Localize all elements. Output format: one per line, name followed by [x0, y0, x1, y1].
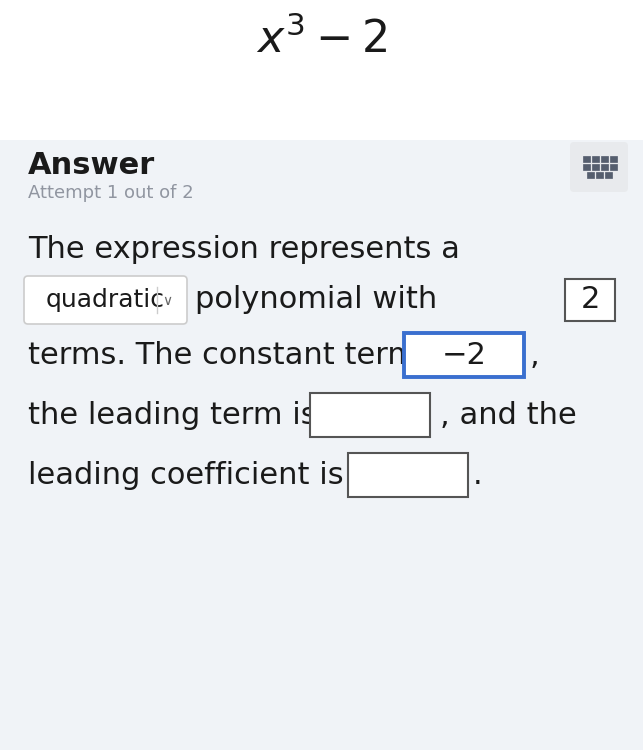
FancyBboxPatch shape — [595, 172, 602, 178]
FancyBboxPatch shape — [583, 164, 590, 170]
FancyBboxPatch shape — [570, 142, 628, 192]
FancyBboxPatch shape — [404, 333, 524, 377]
Text: ,: , — [530, 340, 539, 370]
Text: .: . — [473, 460, 483, 490]
Text: $x^3 - 2$: $x^3 - 2$ — [255, 18, 386, 62]
Text: Attempt 1 out of 2: Attempt 1 out of 2 — [28, 184, 194, 202]
FancyBboxPatch shape — [586, 172, 593, 178]
Text: quadratic: quadratic — [46, 288, 165, 312]
FancyBboxPatch shape — [348, 453, 468, 497]
FancyBboxPatch shape — [565, 279, 615, 321]
FancyBboxPatch shape — [610, 164, 617, 170]
FancyBboxPatch shape — [601, 156, 608, 162]
Text: −2: −2 — [442, 340, 487, 370]
Text: 2: 2 — [581, 286, 600, 314]
Text: Answer: Answer — [28, 151, 155, 179]
FancyBboxPatch shape — [310, 393, 430, 437]
Text: leading coefficient is: leading coefficient is — [28, 460, 343, 490]
FancyBboxPatch shape — [592, 156, 599, 162]
Text: The expression represents a: The expression represents a — [28, 236, 460, 265]
FancyBboxPatch shape — [610, 156, 617, 162]
Text: the leading term is: the leading term is — [28, 400, 316, 430]
FancyBboxPatch shape — [583, 156, 590, 162]
FancyBboxPatch shape — [0, 140, 643, 750]
Text: terms. The constant term is: terms. The constant term is — [28, 340, 451, 370]
FancyBboxPatch shape — [0, 0, 643, 140]
Text: , and the: , and the — [440, 400, 577, 430]
FancyBboxPatch shape — [601, 164, 608, 170]
Text: ∨: ∨ — [162, 294, 172, 308]
FancyBboxPatch shape — [592, 164, 599, 170]
FancyBboxPatch shape — [604, 172, 611, 178]
FancyBboxPatch shape — [24, 276, 187, 324]
Text: polynomial with: polynomial with — [195, 286, 437, 314]
